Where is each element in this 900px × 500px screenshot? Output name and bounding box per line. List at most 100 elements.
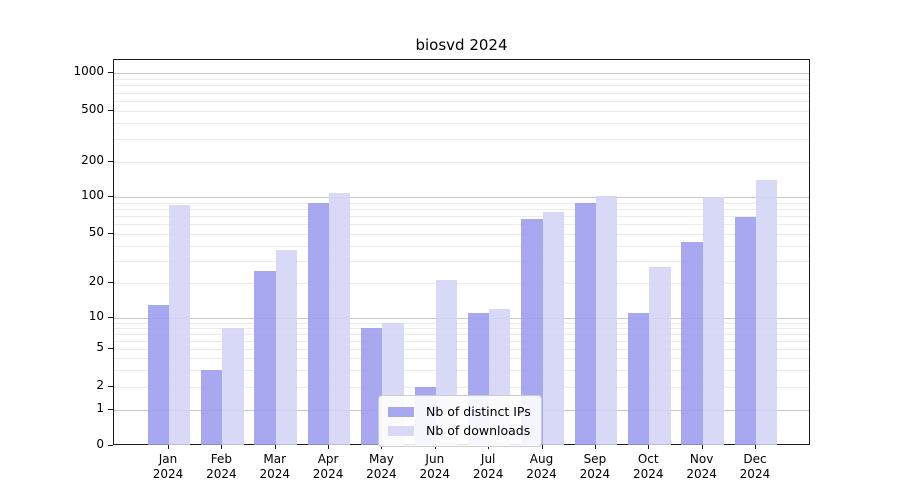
gridline-major: [114, 197, 809, 198]
gridline-minor: [114, 370, 809, 372]
y-tick-mark: [108, 282, 113, 283]
x-tick-mark: [648, 445, 650, 449]
bar-distinct-ips-may: [361, 327, 383, 445]
x-tick-mark: [221, 445, 223, 449]
legend-label-downloads: Nb of downloads: [426, 423, 531, 438]
bar-distinct-ips-feb: [201, 370, 223, 445]
gridline-minor: [114, 202, 809, 204]
gridline-minor: [114, 349, 809, 350]
y-tick-mark: [108, 110, 113, 111]
y-tick-mark: [108, 409, 113, 410]
y-tick-mark: [108, 445, 113, 446]
gridline-minor: [114, 340, 809, 342]
y-tick-mark: [108, 196, 113, 197]
gridline-minor: [114, 327, 809, 329]
gridline-minor: [114, 387, 809, 388]
gridline-minor: [114, 162, 809, 163]
bar-distinct-ips-jan: [147, 304, 169, 445]
y-tick-mark: [108, 317, 113, 318]
gridline-major: [114, 73, 809, 74]
y-tick-label-20: 20: [88, 274, 104, 288]
bar-distinct-ips-apr: [307, 202, 330, 445]
legend-swatch-downloads: [388, 425, 414, 436]
x-tick-label-sep: Sep 2024: [579, 452, 611, 481]
y-tick-label-500: 500: [81, 102, 104, 116]
bar-distinct-ips-nov: [681, 242, 703, 445]
y-tick-label-10: 10: [88, 309, 104, 323]
gridline-minor: [114, 111, 809, 112]
legend-entry-downloads: Nb of downloads: [388, 421, 531, 440]
gridline-minor: [114, 224, 809, 226]
gridline-minor: [114, 322, 809, 324]
y-tick-mark: [108, 233, 113, 234]
plot-area: Nb of distinct IPs Nb of downloads: [113, 59, 810, 447]
x-tick-mark: [381, 445, 383, 449]
bar-distinct-ips-mar: [254, 271, 276, 445]
bar-distinct-ips-sep: [574, 202, 596, 445]
bar-downloads-aug: [542, 211, 564, 445]
y-tick-label-100: 100: [81, 188, 104, 202]
gridline-minor: [114, 101, 809, 102]
gridline-minor: [114, 283, 809, 284]
gridline-minor: [114, 358, 809, 360]
legend: Nb of distinct IPs Nb of downloads: [378, 395, 542, 447]
gridline-minor: [114, 208, 809, 210]
gridline-minor: [114, 245, 809, 247]
bar-distinct-ips-dec: [734, 216, 756, 445]
gridline-minor: [114, 333, 809, 335]
bar-distinct-ips-oct: [627, 313, 650, 445]
y-tick-label-50: 50: [88, 225, 104, 239]
x-tick-label-may: May 2024: [366, 452, 397, 481]
gridline-minor: [114, 139, 809, 141]
y-tick-mark: [108, 348, 113, 349]
x-tick-mark: [328, 445, 330, 449]
bar-downloads-dec: [755, 180, 778, 445]
x-tick-label-jul: Jul 2024: [472, 452, 504, 481]
x-tick-mark: [541, 445, 543, 449]
x-tick-mark: [701, 445, 703, 449]
y-tick-mark: [108, 161, 113, 162]
bar-distinct-ips-aug: [521, 219, 543, 445]
x-tick-mark: [488, 445, 490, 449]
bar-downloads-apr: [329, 193, 351, 445]
x-tick-label-apr: Apr 2024: [312, 452, 344, 481]
x-tick-mark: [168, 445, 169, 449]
legend-swatch-distinct-ips: [388, 406, 414, 417]
bar-downloads-mar: [275, 250, 298, 445]
x-tick-label-jun: Jun 2024: [419, 452, 451, 481]
y-tick-label-2: 2: [96, 378, 104, 392]
x-tick-label-oct: Oct 2024: [632, 452, 664, 481]
x-tick-mark: [594, 445, 596, 449]
legend-entry-distinct-ips: Nb of distinct IPs: [388, 402, 531, 421]
bar-downloads-sep: [595, 195, 618, 445]
x-tick-label-feb: Feb 2024: [206, 452, 237, 481]
gridline-minor: [114, 123, 809, 125]
x-tick-label-nov: Nov 2024: [686, 452, 717, 481]
bar-downloads-jan: [169, 205, 191, 445]
y-tick-label-200: 200: [81, 153, 104, 167]
gridline-minor: [114, 78, 809, 80]
x-tick-label-aug: Aug 2024: [526, 452, 557, 481]
y-tick-mark: [108, 386, 113, 387]
x-tick-mark: [434, 445, 436, 449]
bar-downloads-oct: [649, 266, 671, 445]
gridline-minor: [114, 92, 809, 94]
y-tick-mark: [108, 72, 113, 73]
bar-downloads-feb: [222, 327, 244, 445]
x-tick-mark: [754, 445, 756, 449]
gridline-minor: [114, 261, 809, 263]
legend-label-distinct-ips: Nb of distinct IPs: [426, 404, 531, 419]
y-tick-label-0: 0: [96, 437, 104, 451]
gridline-minor: [114, 216, 809, 218]
x-tick-label-jan: Jan 2024: [152, 452, 184, 481]
gridline-minor: [114, 85, 809, 87]
y-tick-label-1000: 1000: [73, 64, 104, 78]
x-tick-mark: [274, 445, 276, 449]
x-tick-label-mar: Mar 2024: [259, 452, 290, 481]
y-tick-label-1: 1: [96, 401, 104, 415]
y-tick-label-5: 5: [96, 340, 104, 354]
gridline-major: [114, 318, 809, 319]
bar-downloads-nov: [702, 197, 724, 445]
chart-title: biosvd 2024: [415, 36, 508, 54]
